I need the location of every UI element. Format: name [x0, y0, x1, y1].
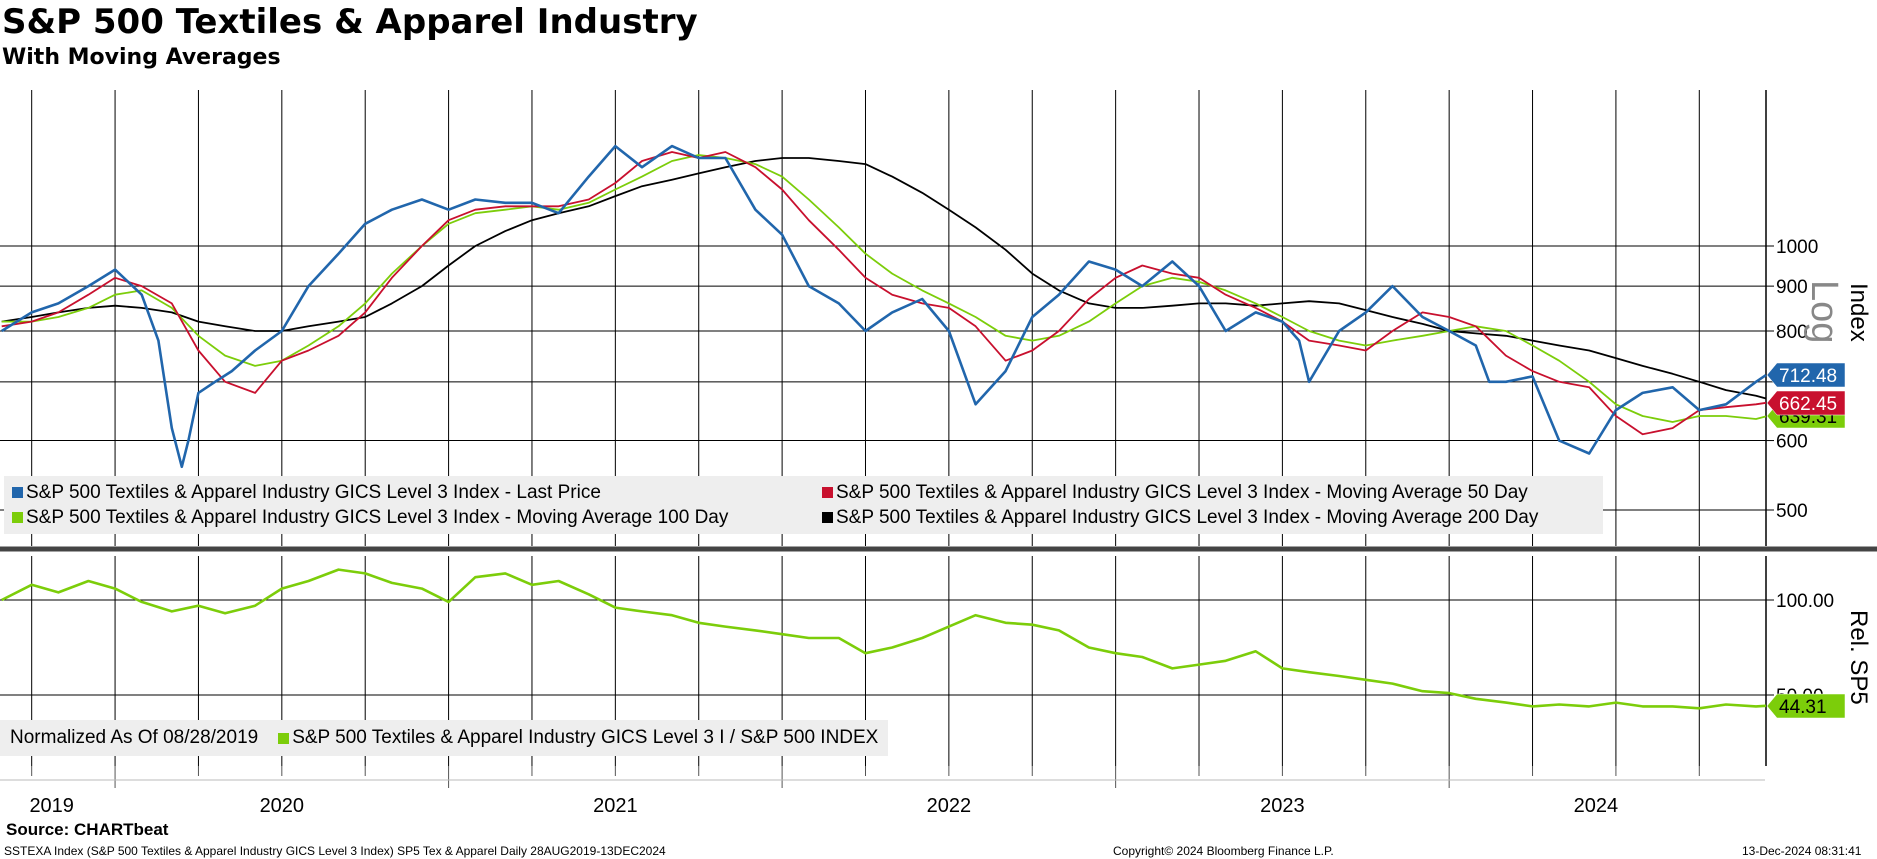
legend-swatch: [278, 732, 290, 744]
normalized-label: Normalized As Of 08/28/2019: [10, 727, 259, 748]
x-year-label: 2023: [1260, 795, 1305, 817]
x-year-label: 2019: [29, 795, 74, 817]
legend-label: S&P 500 Textiles & Apparel Industry GICS…: [836, 506, 1539, 528]
last-price-tag: [1766, 362, 1846, 388]
legend-swatch: [12, 512, 23, 523]
ma50-tag: [1766, 390, 1846, 416]
y-tick-label-upper: 500: [1776, 501, 1808, 522]
y-tick-label-lower: 100.00: [1776, 591, 1834, 612]
footer-timestamp: 13-Dec-2024 08:31:41: [1742, 844, 1862, 858]
ma50-tag-label: 662.45: [1779, 394, 1837, 415]
series-ma50: [1, 151, 1767, 436]
log-scale-label: Log: [1803, 280, 1845, 343]
legend-swatch: [12, 487, 23, 498]
y-tick-label-upper: 800: [1776, 322, 1808, 343]
y-axis-title-upper: Index: [1845, 283, 1872, 342]
x-year-label: 2024: [1574, 795, 1619, 817]
legend-item-last-price: S&P 500 Textiles & Apparel Industry GICS…: [12, 482, 822, 504]
legend-swatch: [822, 512, 833, 523]
source-label: Source: CHARTbeat: [6, 820, 169, 839]
y-tick-label-upper: 600: [1776, 432, 1808, 453]
x-year-label: 2020: [260, 795, 305, 817]
y-tick-label-upper: 900: [1776, 277, 1808, 298]
legend-item-ma100: S&P 500 Textiles & Apparel Industry GICS…: [12, 507, 822, 529]
last-price-tag-label: 712.48: [1779, 366, 1837, 387]
series-ma200: [1, 157, 1767, 400]
legend-label: S&P 500 Textiles & Apparel Industry GICS…: [836, 481, 1528, 503]
lower-legend: Normalized As Of 08/28/2019 S&P 500 Text…: [0, 720, 889, 756]
x-year-label: 2021: [593, 795, 638, 817]
legend-item-ma200: S&P 500 Textiles & Apparel Industry GICS…: [822, 507, 1538, 529]
upper-legend: S&P 500 Textiles & Apparel Industry GICS…: [4, 476, 1603, 534]
chart-subtitle: With Moving Averages: [2, 45, 281, 70]
legend-label: S&P 500 Textiles & Apparel Industry GICS…: [292, 727, 879, 748]
legend-label: S&P 500 Textiles & Apparel Industry GICS…: [26, 481, 601, 503]
relative-tag-label: 44.31: [1779, 697, 1827, 718]
x-year-label: 2022: [927, 795, 972, 817]
series-last-price: [1, 144, 1767, 469]
footer-description: SSTEXA Index (S&P 500 Textiles & Apparel…: [4, 844, 666, 858]
footer-copyright: Copyright© 2024 Bloomberg Finance L.P.: [1113, 844, 1334, 858]
chart-title: S&P 500 Textiles & Apparel Industry: [2, 2, 698, 42]
relative-tag: [1766, 693, 1846, 719]
legend-swatch: [822, 487, 833, 498]
legend-label: S&P 500 Textiles & Apparel Industry GICS…: [26, 506, 729, 528]
y-tick-label-upper: 1000: [1776, 237, 1818, 258]
series-ma100: [1, 154, 1767, 423]
y-axis-title-lower: Rel. SP5: [1845, 610, 1872, 705]
series-relative: [1, 568, 1767, 710]
legend-item-ma50: S&P 500 Textiles & Apparel Industry GICS…: [822, 482, 1528, 504]
